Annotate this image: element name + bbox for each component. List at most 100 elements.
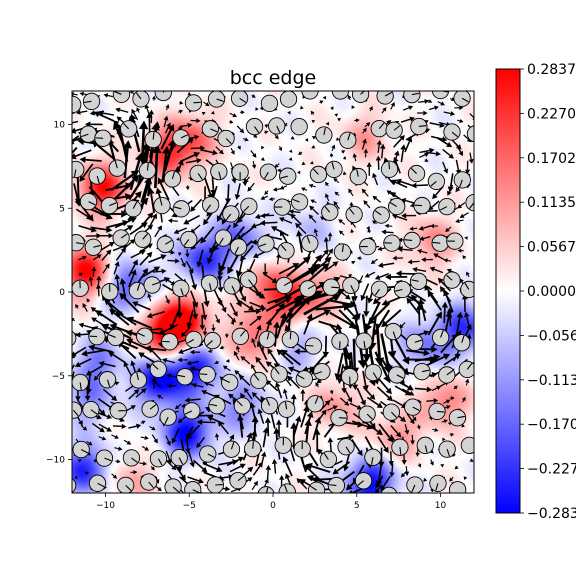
arrow-shaft	[87, 375, 91, 390]
arrow-shaft	[253, 422, 257, 442]
arrow-head	[259, 304, 266, 310]
atom-arrow	[165, 239, 173, 245]
atom-arrow	[180, 288, 184, 296]
arrow-shaft	[238, 412, 244, 430]
arrow-head	[229, 119, 234, 124]
arrow-shaft	[349, 402, 359, 408]
atom	[275, 276, 293, 295]
arrow-head	[233, 222, 239, 229]
arrow-shaft	[123, 147, 129, 179]
arrow-shaft	[140, 422, 143, 424]
arrow-head	[298, 151, 303, 156]
arrow-head	[151, 426, 156, 431]
arrow-head	[152, 379, 158, 385]
arrow-shaft	[78, 274, 81, 277]
arrow-head	[194, 134, 200, 140]
arrow-shaft	[188, 451, 193, 463]
arrow-shaft	[90, 226, 107, 231]
arrow-shaft	[111, 434, 116, 438]
arrow-shaft	[201, 264, 205, 279]
arrow-shaft	[299, 481, 308, 490]
arrow-head	[188, 268, 194, 274]
atom-arrow	[280, 244, 287, 252]
atom-arrow	[171, 171, 176, 180]
atom-arrow	[372, 372, 378, 380]
arrow-shaft	[95, 319, 106, 327]
arrow-shaft	[150, 466, 153, 469]
arrow-head	[192, 301, 199, 308]
atom-arrow	[323, 452, 329, 460]
atom-arrow	[459, 179, 463, 188]
colorbar-tick-label: 0.0567	[527, 240, 576, 256]
arrow-head	[441, 136, 448, 142]
arrow-head	[429, 147, 435, 154]
arrow-head	[114, 273, 121, 280]
arrow-head	[372, 297, 380, 305]
arrow-shaft	[130, 251, 142, 259]
arrow-head	[101, 436, 107, 441]
arrow-shaft	[214, 314, 219, 321]
arrow-shaft	[88, 300, 90, 303]
arrow-head	[429, 266, 436, 272]
arrow-shaft	[74, 346, 87, 355]
arrow-shaft	[376, 376, 389, 391]
arrow-shaft	[375, 309, 391, 332]
arrow-head	[157, 486, 162, 492]
arrow-head	[119, 278, 127, 285]
arrow-head	[72, 153, 77, 160]
arrow-head	[167, 383, 172, 389]
arrow-shaft	[373, 258, 378, 263]
arrow-shaft	[75, 208, 89, 218]
arrow-head	[335, 137, 340, 141]
arrow-shaft	[363, 181, 369, 187]
arrow-shaft	[447, 226, 452, 230]
atom-arrow	[451, 131, 459, 138]
atom-arrow	[218, 171, 222, 179]
atom	[406, 476, 424, 493]
arrow-head	[153, 121, 161, 129]
arrow-head	[386, 120, 392, 125]
arrow-head	[455, 218, 460, 224]
arrow-shaft	[217, 361, 220, 363]
arrow-head	[446, 307, 453, 314]
arrow-head	[462, 255, 467, 260]
atom	[443, 123, 461, 141]
arrow-shaft	[103, 363, 116, 368]
arrow-head	[179, 100, 184, 105]
arrow-shaft	[151, 310, 165, 317]
arrow-head	[376, 139, 382, 145]
arrow-shaft	[416, 184, 429, 187]
arrow-head	[329, 390, 334, 395]
arrow-head	[251, 391, 258, 398]
arrow-head	[147, 293, 152, 298]
arrow-head	[409, 418, 415, 425]
arrow-head	[408, 105, 414, 111]
atom-arrow	[266, 332, 270, 340]
arrow-head	[75, 109, 81, 115]
arrow-shaft	[341, 221, 346, 225]
arrow-shaft	[459, 219, 464, 222]
arrow-shaft	[236, 183, 241, 195]
arrow-head	[248, 305, 255, 311]
arrow-shaft	[116, 278, 120, 291]
arrow-shaft	[312, 113, 314, 116]
arrow-head	[295, 222, 301, 229]
arrow-head	[287, 375, 293, 382]
arrow-shaft	[119, 109, 129, 113]
arrow-head	[109, 323, 118, 331]
arrow-shaft	[220, 424, 230, 435]
atom-arrow	[466, 363, 473, 370]
atom	[382, 403, 401, 421]
arrow-shaft	[448, 312, 452, 327]
arrow-head	[404, 471, 410, 477]
arrow-shaft	[136, 303, 151, 311]
arrow-shaft	[443, 111, 451, 115]
arrow-shaft	[359, 275, 364, 281]
arrow-head	[374, 274, 381, 280]
arrow-shaft	[318, 320, 337, 328]
arrow-shaft	[114, 179, 135, 199]
arrow-head	[417, 463, 422, 468]
arrow-shaft	[185, 159, 197, 164]
arrow-head	[97, 110, 104, 116]
arrow-head	[432, 193, 438, 200]
